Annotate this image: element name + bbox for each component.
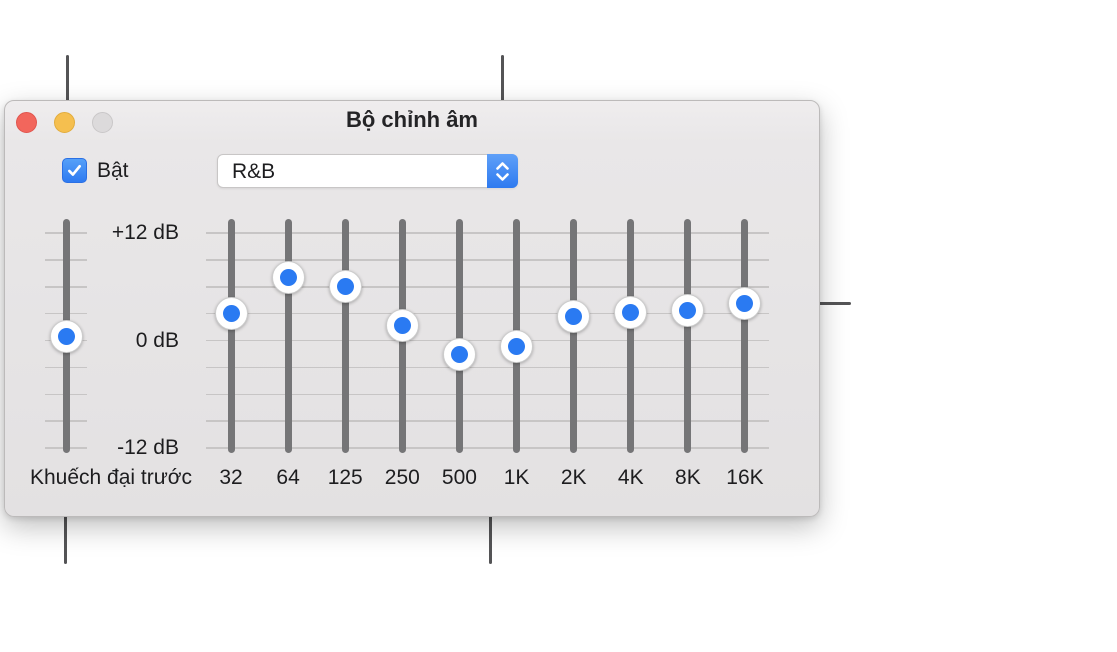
titlebar: Bộ chỉnh âm — [5, 101, 819, 143]
eq-gridline — [206, 312, 769, 315]
eq-gridline — [206, 366, 769, 369]
slider-thumb-dot — [736, 295, 754, 313]
eq-band-label-32: 32 — [219, 466, 243, 489]
slider-handle-4K[interactable] — [614, 296, 648, 330]
slider-thumb-dot — [508, 338, 526, 356]
eq-band-label-250: 250 — [384, 466, 420, 489]
callout-line-preamp-label — [64, 488, 67, 564]
slider-handle-2K[interactable] — [557, 299, 591, 333]
enable-checkbox[interactable] — [62, 158, 87, 183]
db-scale-min-label: -12 dB — [117, 436, 179, 459]
preset-dropdown-value: R&B — [232, 160, 276, 183]
eq-band-label-125: 125 — [327, 466, 363, 489]
slider-thumb-dot — [565, 307, 583, 325]
eq-band-label-4K: 4K — [617, 466, 644, 489]
eq-gridline — [206, 286, 769, 288]
eq-gridline — [206, 259, 769, 261]
slider-handle-250[interactable] — [385, 308, 419, 342]
checkmark-icon — [67, 164, 82, 176]
slider-thumb-dot — [679, 302, 697, 320]
callout-bracket-frequencies-stem — [488, 494, 492, 564]
slider-track-16K[interactable] — [741, 219, 749, 453]
slider-track-500[interactable] — [455, 219, 463, 453]
slider-thumb-dot — [393, 316, 411, 334]
preamp-label: Khuếch đại trước — [29, 466, 193, 489]
slider-thumb-dot — [450, 346, 468, 364]
slider-thumb-dot — [57, 328, 75, 346]
slider-thumb-dot — [279, 269, 297, 287]
slider-track-8K[interactable] — [684, 219, 692, 453]
db-scale-max-label: +12 dB — [111, 221, 179, 244]
slider-handle-64[interactable] — [271, 261, 305, 295]
eq-band-label-64: 64 — [276, 466, 300, 489]
eq-band-label-500: 500 — [441, 466, 477, 489]
eq-gridline — [206, 339, 769, 342]
slider-handle-1K[interactable] — [500, 330, 534, 364]
slider-track-64[interactable] — [284, 219, 292, 453]
window-title: Bộ chỉnh âm — [345, 107, 478, 132]
eq-band-label-1K: 1K — [503, 466, 530, 489]
slider-handle-preamp[interactable] — [49, 320, 83, 354]
slider-track-125[interactable] — [341, 219, 349, 453]
db-scale-mid-label: 0 dB — [135, 328, 179, 352]
slider-track-32[interactable] — [227, 219, 235, 453]
preset-dropdown[interactable]: R&B — [217, 154, 518, 188]
slider-thumb-dot — [622, 304, 640, 322]
zoom-button[interactable] — [92, 112, 113, 133]
slider-track-2K[interactable] — [570, 219, 578, 453]
enable-checkbox-label: Bật — [97, 158, 129, 182]
minimize-button[interactable] — [54, 112, 75, 133]
eq-band-label-8K: 8K — [675, 466, 701, 489]
eq-band-label-16K: 16K — [726, 466, 764, 489]
eq-area: +12 dB 0 dB -12 dB Khuếch đại trước 32 64… — [5, 101, 819, 516]
eq-gridline — [206, 232, 769, 234]
eq-band-label-2K: 2K — [560, 466, 587, 489]
eq-gridline — [206, 447, 769, 449]
slider-track-4K[interactable] — [627, 219, 635, 453]
slider-handle-32[interactable] — [214, 297, 248, 331]
equalizer-window: Bộ chỉnh âm Bật R&B +12 dB 0 dB - — [4, 100, 820, 517]
traffic-lights — [16, 112, 113, 133]
slider-handle-125[interactable] — [328, 270, 362, 304]
close-button[interactable] — [16, 112, 37, 133]
slider-thumb-dot — [222, 305, 240, 323]
chevron-up-down-icon — [487, 154, 518, 188]
slider-thumb-dot — [336, 278, 354, 296]
eq-gridline — [206, 420, 769, 422]
slider-handle-8K[interactable] — [671, 294, 705, 328]
slider-handle-16K[interactable] — [728, 287, 762, 321]
eq-gridline — [206, 393, 769, 395]
slider-handle-500[interactable] — [442, 338, 476, 372]
enable-checkbox-group[interactable]: Bật — [62, 158, 129, 183]
